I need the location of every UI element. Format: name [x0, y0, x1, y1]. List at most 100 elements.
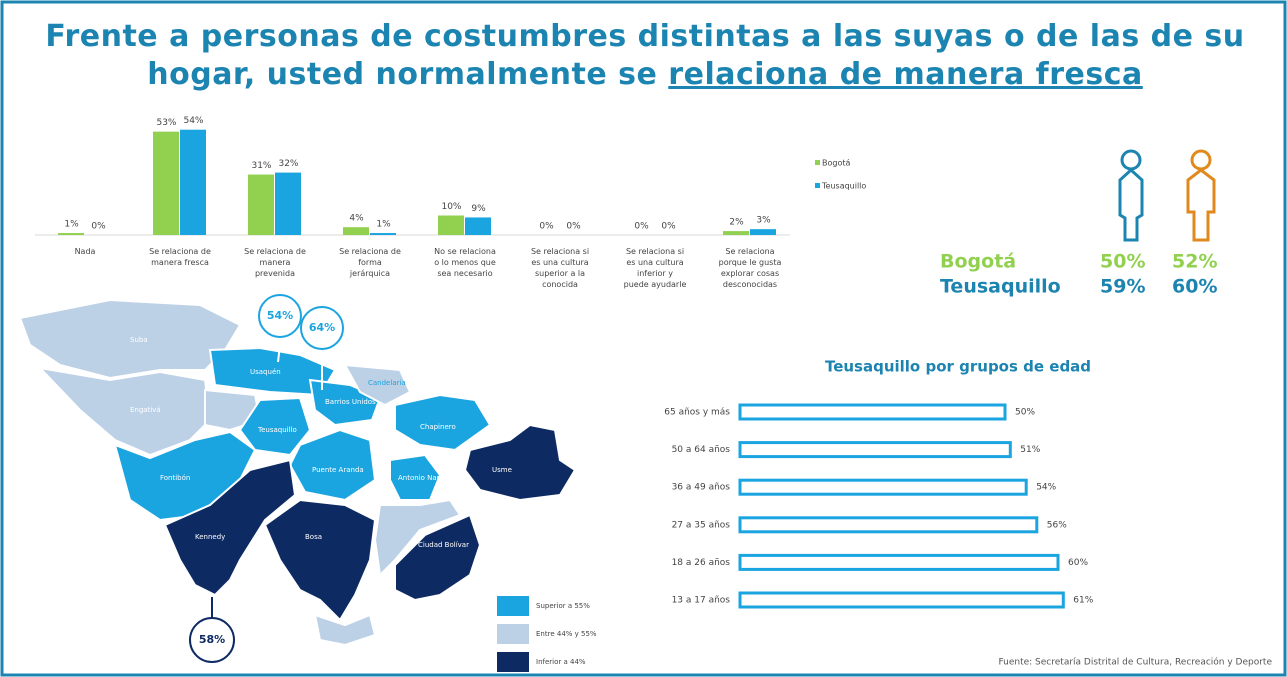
x-tick-label: Se relaciona de manera fresca: [149, 247, 211, 267]
title-text: Frente a personas de costumbres distinta…: [45, 19, 1245, 92]
locality-label: Kennedy: [195, 533, 225, 541]
bar: [738, 591, 1065, 609]
source: Fuente: Secretaría Distrital de Cultura,…: [998, 657, 1272, 668]
value-label: 61%: [1073, 596, 1093, 606]
locality-label: Ciudad Bolívar: [418, 541, 469, 549]
bar: [738, 403, 1007, 421]
value-label: 2%: [729, 218, 744, 228]
value-label: 0%: [634, 222, 649, 232]
bar: [738, 553, 1060, 571]
x-tick-label: Se relaciona si es una cultura superior a …: [531, 247, 589, 289]
y-tick-label: 13 a 17 años: [672, 596, 731, 606]
bar: [58, 233, 84, 235]
locality-label: Teusaquillo: [257, 426, 297, 434]
legend-swatch: [815, 183, 820, 188]
value-label: 60%: [1068, 558, 1088, 568]
value-label: 32%: [278, 159, 298, 169]
callout-label: 58%: [199, 633, 225, 646]
value-label: 10%: [441, 202, 461, 212]
x-tick-label: Se relaciona de manera prevenida: [244, 247, 306, 278]
value-label: 1%: [64, 220, 79, 230]
y-tick-label: 18 a 26 años: [672, 558, 731, 568]
bar: [180, 129, 206, 235]
gender-value: 50%: [1100, 251, 1145, 273]
x-tick-label: Se relaciona de forma jerárquica: [339, 247, 401, 278]
gender-row-name: Bogotá: [940, 251, 1016, 273]
locality-label: Suba: [130, 336, 148, 344]
callout: [258, 294, 302, 338]
value-label: 4%: [349, 214, 364, 224]
value-label: 54%: [1036, 483, 1056, 493]
value-label: 0%: [661, 222, 676, 232]
locality-label: Bosa: [305, 533, 322, 541]
value-label: 0%: [91, 222, 106, 232]
title-emphasis: relaciona de manera fresca: [668, 57, 1143, 92]
locality-label: Engativá: [130, 406, 161, 414]
bar: [738, 478, 1028, 496]
value-label: 9%: [471, 204, 486, 214]
y-tick-label: 65 años y más: [664, 408, 730, 418]
locality-label: Chapinero: [420, 423, 456, 431]
gender-row-name: Teusaquillo: [940, 276, 1061, 298]
value-label: 0%: [566, 222, 581, 232]
bar: [738, 441, 1012, 459]
callout: [300, 306, 344, 350]
callout-label: 54%: [267, 309, 293, 322]
callout: [189, 617, 235, 663]
legend-label: Bogotá: [822, 159, 850, 168]
value-label: 56%: [1047, 520, 1067, 530]
woman-icon: [1118, 149, 1144, 242]
value-label: 3%: [756, 216, 771, 226]
bar: [723, 231, 749, 235]
y-tick-label: 50 a 64 años: [672, 445, 731, 455]
locality-label: Puente Aranda: [312, 466, 364, 474]
bar: [275, 172, 301, 235]
bar: [153, 131, 179, 235]
bar: [750, 229, 776, 235]
value-label: 0%: [539, 222, 554, 232]
value-label: 31%: [251, 161, 271, 171]
value-label: 51%: [1020, 445, 1040, 455]
value-label: 1%: [376, 220, 391, 230]
locality-label: Usaquén: [250, 368, 281, 376]
x-tick-label: No se relaciona o lo menos que sea necesar…: [434, 247, 496, 278]
bar: [248, 174, 274, 235]
map-legend-label: Inferior a 44%: [536, 658, 586, 666]
value-label: 54%: [183, 116, 203, 126]
map: [18, 298, 577, 647]
map-legend-swatch: [497, 624, 529, 644]
bar: [438, 215, 464, 235]
locality-label: Fontibón: [160, 474, 190, 482]
x-tick-label: Se relaciona porque le gusta explorar cosa…: [719, 247, 782, 289]
map-labels: Suba Engativá Usaquén Fontibón Teusaquil…: [130, 336, 512, 549]
gender-value: 60%: [1172, 276, 1217, 298]
locality-label: Usme: [492, 466, 512, 474]
chart-title: Teusaquillo por grupos de edad: [825, 358, 1091, 376]
title: Frente a personas de costumbres distinta…: [20, 18, 1270, 94]
locality-label: Candelaria: [368, 379, 406, 387]
map-legend-label: Entre 44% y 55%: [536, 630, 597, 638]
man-icon: [1186, 149, 1216, 242]
bar: [738, 516, 1039, 534]
gender-value: 59%: [1100, 276, 1145, 298]
value-label: 53%: [156, 118, 176, 128]
y-tick-label: 36 a 49 años: [672, 483, 731, 493]
map-legend-label: Superior a 55%: [536, 602, 590, 610]
bar: [465, 217, 491, 235]
legend-label: Teusaquillo: [821, 182, 866, 191]
y-tick-label: 27 a 35 años: [672, 520, 731, 530]
x-tick-label: Nada: [75, 247, 96, 256]
callout-line: [277, 344, 281, 363]
callout-label: 64%: [309, 321, 335, 334]
map-legend-swatch: [497, 596, 529, 616]
legend-swatch: [815, 160, 820, 165]
locality-label: Barrios Unidos: [325, 398, 376, 406]
bar: [370, 233, 396, 235]
value-label: 50%: [1015, 408, 1035, 418]
map-legend-swatch: [497, 652, 529, 672]
locality-label: Antonio Nariño: [398, 474, 450, 482]
